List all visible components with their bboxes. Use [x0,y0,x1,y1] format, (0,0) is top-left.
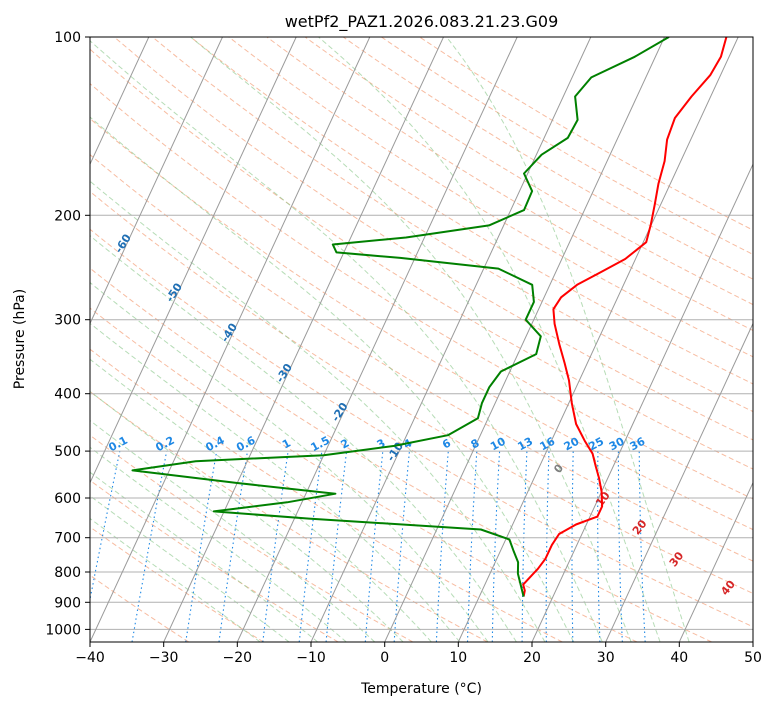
dry-adiabat-line [228,37,753,358]
mixing-ratio-line [521,451,528,642]
mixing-ratio-line [638,451,646,642]
moist-adiabat-line [90,358,432,642]
isotherm-line [310,37,592,642]
mixing-ratio-line [185,451,218,642]
isotherm-line [236,37,518,642]
isotherm-line [90,37,297,484]
y-tick-label: 400 [54,387,81,403]
x-tick-label: 30 [597,650,615,666]
mixing-ratio-line [298,451,323,642]
dry-adiabat-line [190,37,753,385]
moist-adiabat-line [90,235,517,642]
mixing-ratio-label: 25 [586,435,606,454]
y-tick-label: 300 [54,313,81,329]
y-tick-label: 100 [54,30,81,46]
moist-adiabats [90,37,690,642]
isotherm-line [531,162,753,642]
x-tick-label: 40 [670,650,688,666]
x-tick-label: 10 [449,650,467,666]
x-tick-label: 50 [744,650,762,666]
mixing-ratio-label: 20 [562,435,582,454]
plot-frame [89,36,754,643]
mixing-ratio-line [545,451,550,642]
dry-adiabat-line [90,348,563,642]
y-tick-label: 600 [54,491,81,507]
mixing-ratio-label: 16 [538,435,558,454]
temperature-trace [522,37,728,597]
y-tick-label: 700 [54,531,81,547]
x-tick-label: −30 [149,650,179,666]
dry-adiabat-line [90,228,753,628]
mixing-ratio-line [617,451,623,642]
moist-adiabat-line [90,495,290,642]
mixing-ratio-line [597,451,601,642]
moist-adiabat-line [90,390,404,642]
dry-adiabat-line [90,154,753,562]
moist-adiabat-line [90,471,319,642]
x-tick-label: 0 [380,650,389,666]
isotherm-line [457,37,739,642]
mixing-ratio-label: 10 [488,435,508,454]
dewpoint-trace [131,37,670,597]
mixing-ratio-line [466,451,478,642]
moist-adiabat-line [90,322,461,642]
mixing-ratio-line [491,451,501,642]
moist-adiabat-line [90,40,603,642]
moist-adiabat-line [446,37,690,642]
isotherm-line [678,481,753,642]
y-tick-label: 1000 [45,622,81,638]
x-axis-label: Temperature (°C) [360,681,482,697]
mixing-ratio-line [325,451,348,642]
mixing-ratio-line [571,451,574,642]
x-tick-label: −10 [296,650,326,666]
dry-adiabat-line [381,37,753,255]
moist-adiabat-line [190,37,632,642]
y-tick-label: 800 [54,565,81,581]
isotherm-line [605,322,753,642]
isotherm-line [90,37,150,166]
dry-adiabat-line [90,48,753,470]
dry-adiabat-line [266,37,753,331]
mixing-ratio-label: 30 [607,435,627,454]
chart-title: wetPf2_PAZ1.2026.083.21.23.G09 [285,12,559,32]
isotherm-line [384,37,665,642]
sounding-traces [131,37,728,597]
mixing-ratio-line [435,451,449,642]
moist-adiabat-line [90,116,575,642]
moist-adiabat-line [90,419,376,642]
dry-adiabat-line [152,37,753,413]
moist-adiabat-line [318,37,661,642]
y-axis-label: Pressure (hPa) [12,289,28,389]
dry-adiabat-line [90,118,753,531]
isotherm-line [163,37,444,642]
dry-adiabat-line [90,390,488,642]
moist-adiabat-line [90,281,489,642]
mixing-ratio-line [364,451,384,642]
mixing-ratio-label: 36 [628,435,648,454]
x-tick-label: −20 [223,650,253,666]
x-tick-label: −40 [75,650,105,666]
mixing-ratio-label: 13 [515,435,535,454]
moist-adiabat-line [90,517,261,642]
x-tick-label: 20 [523,650,541,666]
mixing-ratio-line [218,451,249,642]
isotherms [90,37,753,642]
dry-adiabat-line [342,37,753,280]
isotherm-line [90,37,223,325]
mixing-ratio-line [262,451,289,642]
axis-ticks: −40 −30 −20 −10 0 10 20 30 40 50 100 200 300 400 500 60… [45,30,762,666]
moist-adiabat-line [90,446,347,642]
y-tick-label: 200 [54,208,81,224]
pressure-gridlines [90,37,753,630]
y-tick-label: 500 [54,444,81,460]
isotherm-line [90,37,371,642]
y-tick-label: 900 [54,595,81,611]
